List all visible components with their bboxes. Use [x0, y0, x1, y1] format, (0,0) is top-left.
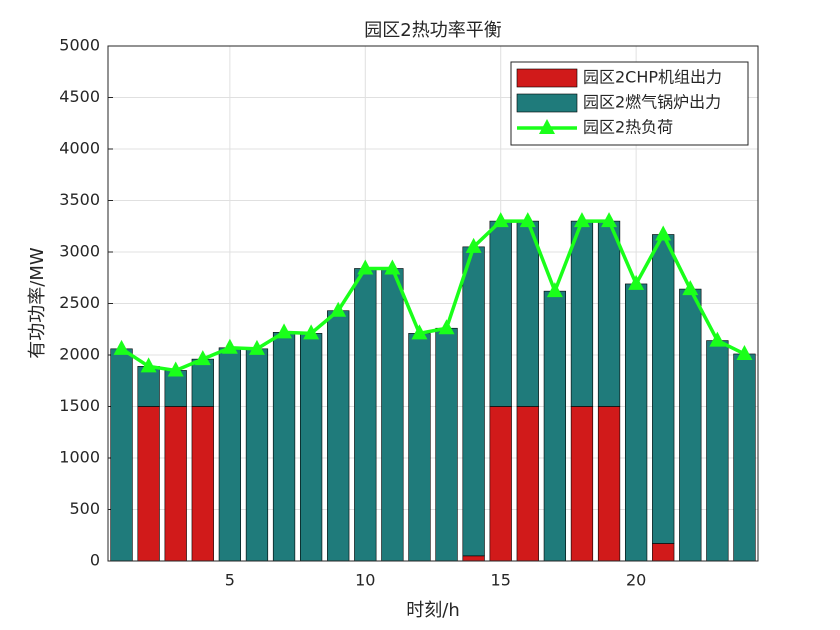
- line-marker: [194, 350, 211, 366]
- bar-segment: [164, 406, 187, 562]
- y-tick-label: 5000: [59, 36, 100, 55]
- line-marker: [357, 259, 374, 275]
- legend-swatch: [516, 93, 578, 113]
- bar-segment: [597, 406, 621, 562]
- line-marker: [682, 280, 699, 296]
- bar-segment: [516, 220, 539, 407]
- x-tick-label: 5: [225, 571, 235, 590]
- line-marker: [546, 282, 563, 298]
- line-marker: [438, 319, 455, 335]
- line-marker: [384, 259, 401, 275]
- bar-segment: [381, 268, 404, 562]
- bar-segment: [624, 283, 648, 562]
- bar-segment: [489, 220, 512, 407]
- bar-segment: [354, 268, 377, 562]
- bar-segment: [137, 406, 160, 562]
- x-tick-label: 10: [355, 571, 375, 590]
- bar-segment: [408, 333, 431, 562]
- bar-segment: [706, 340, 729, 562]
- bar-segment: [489, 406, 512, 562]
- legend-swatch: [516, 68, 578, 88]
- bar-segment: [679, 288, 702, 562]
- line-marker: [601, 212, 618, 228]
- line-marker: [167, 361, 184, 377]
- bar-segment: [245, 348, 269, 562]
- bar-segment: [272, 332, 296, 562]
- line-marker: [709, 331, 726, 347]
- y-tick-label: 3000: [59, 242, 100, 261]
- x-tick-label: 20: [626, 571, 646, 590]
- y-tick-label: 4500: [59, 87, 100, 106]
- y-tick-label: 1500: [59, 396, 100, 415]
- y-tick-label: 500: [69, 499, 100, 518]
- chart-title: 园区2热功率平衡: [364, 20, 501, 41]
- bar-segment: [652, 234, 675, 544]
- y-tick-label: 0: [90, 551, 100, 570]
- line-marker: [492, 212, 509, 228]
- y-axis-label: 有功功率/MW: [27, 247, 48, 359]
- bar-segment: [733, 353, 756, 562]
- line-marker: [655, 225, 672, 241]
- line-marker: [248, 339, 265, 355]
- y-tick-label: 3500: [59, 190, 100, 209]
- bar-segment: [191, 406, 214, 562]
- line-marker: [303, 324, 320, 340]
- x-tick-label: 15: [491, 571, 511, 590]
- bar-segment: [191, 358, 214, 407]
- bar-segment: [327, 310, 350, 562]
- legend-label: 园区2热负荷: [583, 118, 673, 137]
- line-marker: [221, 338, 238, 354]
- line-marker: [519, 212, 536, 228]
- line-marker: [276, 323, 293, 339]
- line-marker: [411, 324, 428, 340]
- bar-segment: [597, 220, 621, 407]
- legend-label: 园区2燃气锅炉出力: [583, 93, 721, 112]
- y-tick-label: 4000: [59, 139, 100, 158]
- line-marker: [465, 237, 482, 253]
- legend-label: 园区2CHP机组出力: [583, 68, 722, 87]
- line-marker: [573, 212, 590, 228]
- y-tick-label: 1000: [59, 448, 100, 467]
- y-tick-label: 2000: [59, 345, 100, 364]
- bar-segment: [218, 347, 242, 562]
- bar-segment: [435, 327, 458, 562]
- plot-frame: [107, 45, 759, 562]
- bar-segment: [652, 543, 675, 562]
- line-marker: [140, 357, 157, 373]
- y-tick-label: 2500: [59, 293, 100, 312]
- line-marker: [736, 344, 753, 360]
- bar-segment: [543, 290, 567, 562]
- line: [120, 219, 746, 373]
- bar-segment: [462, 246, 485, 557]
- bar-segment: [516, 406, 539, 562]
- line-marker: [330, 301, 347, 317]
- bar-segment: [462, 555, 485, 562]
- bar-segment: [570, 220, 594, 407]
- bar-segment: [299, 333, 323, 562]
- line-marker: [628, 274, 645, 290]
- legend-marker: [539, 119, 555, 134]
- bar-segment: [570, 406, 594, 562]
- line-marker: [113, 339, 130, 355]
- bar-segment: [110, 348, 133, 562]
- x-axis-label: 时刻/h: [406, 600, 459, 621]
- bar-segment: [137, 366, 160, 407]
